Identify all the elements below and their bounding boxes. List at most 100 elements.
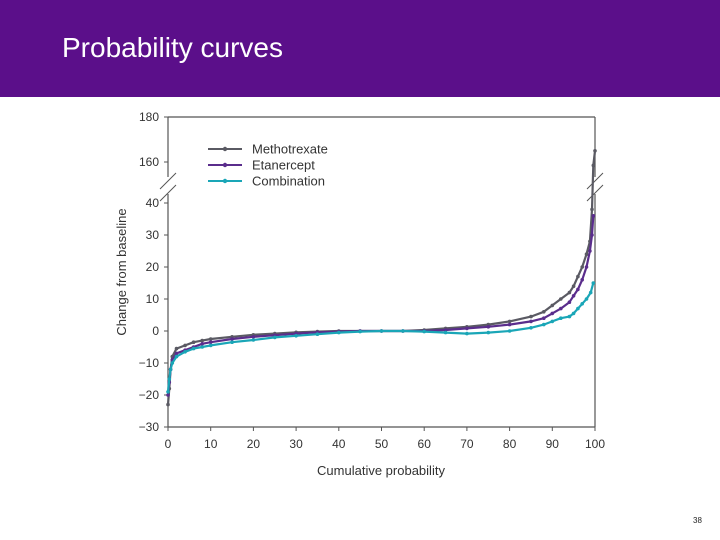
right-break-mark <box>586 172 604 190</box>
y-tick-label: −30 <box>139 420 160 434</box>
y-axis-break-mark <box>159 184 177 202</box>
x-axis-label: Cumulative probability <box>317 463 445 478</box>
data-point <box>358 329 362 334</box>
legend-item: Methotrexate <box>208 142 328 157</box>
data-point <box>588 249 592 253</box>
data-point <box>550 303 555 308</box>
data-point <box>174 354 179 359</box>
data-point <box>443 328 448 332</box>
data-point <box>529 314 533 319</box>
data-point <box>191 340 196 344</box>
data-point <box>183 350 187 354</box>
data-point <box>167 377 172 381</box>
data-point <box>559 316 563 320</box>
legend-label: Combination <box>252 174 325 189</box>
y-tick-label: −20 <box>139 388 160 402</box>
data-point <box>580 265 584 269</box>
data-point <box>166 393 170 397</box>
data-point <box>588 290 593 295</box>
data-point <box>208 343 213 348</box>
data-point <box>183 343 187 348</box>
data-point <box>571 284 576 288</box>
data-point <box>507 322 512 327</box>
data-point <box>486 330 491 335</box>
data-point <box>315 332 320 336</box>
data-point <box>580 278 584 282</box>
data-point <box>571 294 576 298</box>
data-point <box>571 311 576 316</box>
data-point <box>208 337 213 341</box>
data-point <box>170 361 175 365</box>
x-tick-label: 90 <box>546 437 560 451</box>
x-tick-label: 100 <box>585 437 605 451</box>
data-point <box>422 329 427 334</box>
data-point <box>559 306 563 311</box>
legend-label: Etanercept <box>252 158 315 173</box>
x-tick-label: 20 <box>247 437 261 451</box>
x-tick-label: 60 <box>418 437 432 451</box>
y-tick-label: 30 <box>146 228 160 242</box>
data-point <box>591 163 596 168</box>
data-point <box>401 329 405 333</box>
y-tick-label: −10 <box>139 356 160 370</box>
data-point <box>200 342 204 346</box>
data-point <box>166 390 170 394</box>
data-point <box>230 340 234 344</box>
x-tick-label: 70 <box>460 437 474 451</box>
x-tick-label: 30 <box>289 437 303 451</box>
series-combination <box>166 281 596 394</box>
data-point <box>379 329 384 333</box>
page-number: 38 <box>693 516 702 525</box>
data-point <box>507 319 512 324</box>
slide-title: Probability curves <box>62 32 283 63</box>
probability-chart: 0 10 20 30 40 50 60 70 80 90 100 −30 −20 −10 0 10 20 30 40… <box>114 110 606 478</box>
legend-label: Methotrexate <box>252 142 328 157</box>
data-point <box>529 319 533 324</box>
data-point <box>567 300 572 304</box>
data-point <box>542 310 546 314</box>
series-methotrexate <box>166 149 597 407</box>
data-point <box>337 330 341 335</box>
x-tick-label: 10 <box>204 437 218 451</box>
data-point <box>168 367 173 372</box>
data-point <box>486 325 491 329</box>
y-tick-label: 10 <box>146 292 160 306</box>
y-tick-label: 20 <box>146 260 160 274</box>
data-point <box>590 207 594 212</box>
series-line-combination <box>166 282 595 392</box>
data-point <box>591 281 596 285</box>
data-point <box>584 252 589 256</box>
data-point <box>529 326 533 330</box>
data-point <box>584 265 589 269</box>
data-point <box>542 316 546 320</box>
data-point <box>567 314 572 319</box>
chart-axes: 0 10 20 30 40 50 60 70 80 90 100 −30 −20 −10 0 10 20 30 40… <box>139 110 606 451</box>
legend-swatch-marker <box>222 146 228 152</box>
data-point <box>591 214 596 218</box>
data-point <box>507 329 512 333</box>
data-point <box>550 311 555 316</box>
data-point <box>465 326 469 331</box>
data-point <box>166 402 170 407</box>
x-tick-label: 40 <box>332 437 346 451</box>
y-axis-break-mark <box>159 172 177 190</box>
slide-header: Probability curves <box>0 0 720 97</box>
series-etanercept <box>166 214 596 397</box>
data-point <box>273 335 277 340</box>
data-point <box>576 306 580 311</box>
x-tick-label: 80 <box>503 437 517 451</box>
data-point <box>542 322 546 327</box>
data-point <box>465 331 469 336</box>
data-point <box>251 338 256 342</box>
data-point <box>443 330 448 335</box>
data-point <box>559 297 563 301</box>
data-point <box>174 351 179 356</box>
data-point <box>584 297 589 301</box>
data-point <box>200 345 204 349</box>
data-point <box>230 337 234 341</box>
y-tick-label: 40 <box>146 196 160 210</box>
data-point <box>208 340 213 344</box>
data-point <box>294 334 298 338</box>
y-tick-label: 0 <box>152 324 159 338</box>
